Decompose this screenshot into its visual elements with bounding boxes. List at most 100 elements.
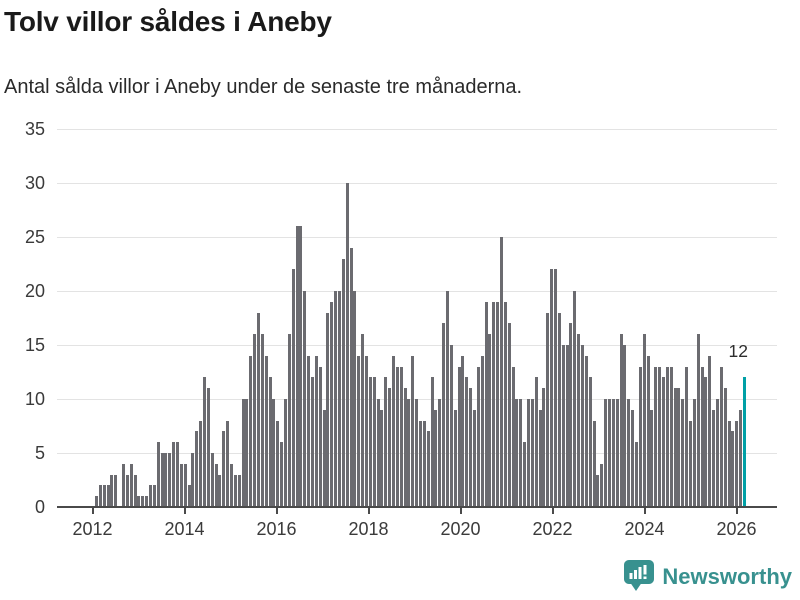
bar — [411, 355, 415, 507]
bar — [654, 366, 658, 507]
x-axis-line — [57, 506, 777, 508]
bar — [341, 258, 345, 507]
y-axis-label: 20 — [24, 281, 45, 301]
bar — [195, 431, 199, 507]
x-axis-tick — [275, 508, 278, 514]
bar — [330, 301, 334, 507]
bar — [642, 334, 646, 507]
y-axis-label: 25 — [24, 227, 45, 247]
bar — [283, 399, 287, 507]
bar — [465, 377, 469, 507]
bar — [391, 355, 395, 507]
bar — [399, 366, 403, 507]
bar — [191, 453, 195, 507]
bar — [110, 474, 114, 507]
bar — [526, 399, 530, 507]
bar — [623, 345, 627, 507]
bar — [233, 474, 237, 507]
bar — [372, 377, 376, 507]
bar — [121, 463, 125, 507]
bar — [129, 463, 133, 507]
bar — [681, 399, 685, 507]
bar — [172, 442, 176, 507]
y-axis-label: 30 — [24, 173, 45, 193]
bar — [318, 366, 322, 507]
bar — [607, 399, 611, 507]
bar — [692, 399, 696, 507]
x-axis-tick — [91, 508, 94, 514]
bar — [345, 183, 349, 507]
bar — [445, 291, 449, 507]
x-axis-label: 2016 — [256, 519, 297, 539]
bar — [584, 355, 588, 507]
bar — [561, 345, 565, 507]
x-axis-label: 2024 — [624, 519, 665, 539]
chart-subtitle: Antal sålda villor i Aneby under de sena… — [4, 76, 523, 98]
gridline — [57, 183, 777, 184]
bar — [241, 399, 245, 507]
bar — [627, 399, 631, 507]
bar — [395, 366, 399, 507]
bar — [179, 463, 183, 507]
last-value-label: 12 — [728, 341, 748, 361]
bar — [249, 355, 253, 507]
bar — [696, 334, 700, 507]
bar — [661, 377, 665, 507]
bar — [187, 485, 191, 507]
bar — [434, 409, 438, 507]
bar — [553, 269, 557, 507]
bar — [534, 377, 538, 507]
bar — [488, 334, 492, 507]
bar — [422, 420, 426, 507]
x-axis-tick — [459, 508, 462, 514]
bar — [634, 442, 638, 507]
bar — [731, 431, 735, 507]
x-axis-tick — [367, 508, 370, 514]
bar — [580, 345, 584, 507]
bar — [384, 377, 388, 507]
bar — [276, 420, 280, 507]
bar — [206, 388, 210, 507]
bar — [326, 312, 330, 507]
bar — [611, 399, 615, 507]
bar — [183, 463, 187, 507]
bar — [442, 323, 446, 507]
bar — [557, 312, 561, 507]
bar — [156, 442, 160, 507]
bar — [472, 409, 476, 507]
bar — [303, 291, 307, 507]
bar — [349, 247, 353, 507]
x-axis-tick — [551, 508, 554, 514]
bar — [125, 474, 129, 507]
bar — [334, 291, 338, 507]
bar — [202, 377, 206, 507]
bar — [160, 453, 164, 507]
x-axis-tick — [643, 508, 646, 514]
bar — [688, 420, 692, 507]
bar — [388, 388, 392, 507]
newsworthy-logo[interactable]: Newsworthy — [624, 558, 792, 596]
bar — [253, 334, 257, 507]
bar — [430, 377, 434, 507]
bar — [507, 323, 511, 507]
bar — [407, 399, 411, 507]
bar — [673, 388, 677, 507]
bar — [723, 388, 727, 507]
x-axis-label: 2022 — [532, 519, 573, 539]
bar — [496, 301, 500, 507]
bar — [492, 301, 496, 507]
bar — [299, 226, 303, 507]
bar — [268, 377, 272, 507]
bar — [631, 409, 635, 507]
x-axis-tick — [183, 508, 186, 514]
x-axis-label: 2012 — [72, 519, 113, 539]
bar — [480, 355, 484, 507]
y-axis-label: 0 — [34, 497, 45, 517]
bar — [199, 420, 203, 507]
bar — [503, 301, 507, 507]
bar — [550, 269, 554, 507]
bar — [727, 420, 731, 507]
bar — [256, 312, 260, 507]
bar — [272, 399, 276, 507]
